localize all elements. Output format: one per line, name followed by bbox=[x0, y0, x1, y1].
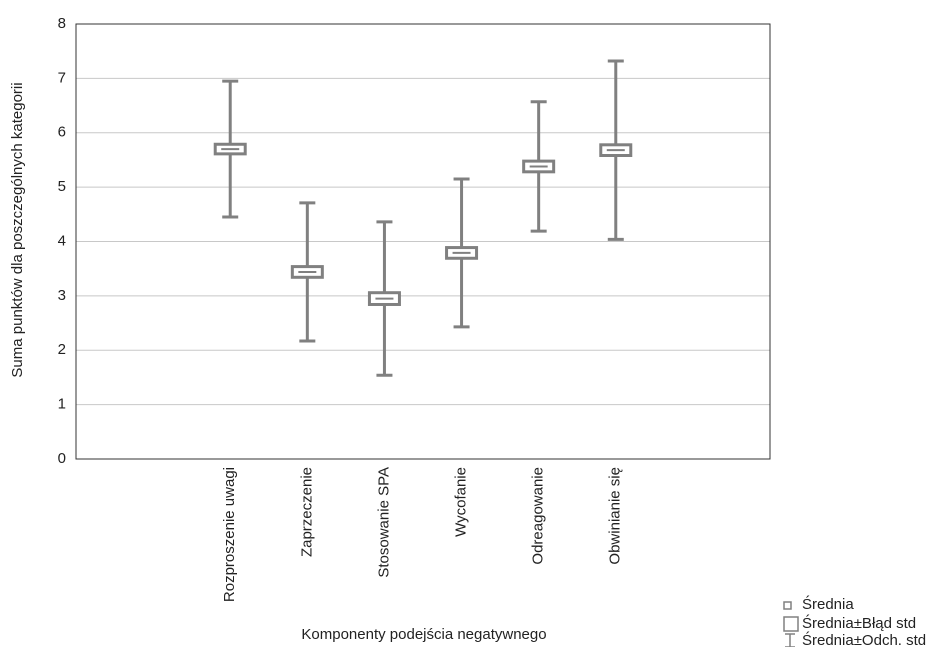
legend-label: Średnia bbox=[802, 595, 854, 613]
y-tick-label: 7 bbox=[58, 69, 66, 86]
y-axis-label: Suma punktów dla poszczególnych kategori… bbox=[9, 82, 26, 377]
legend-symbol bbox=[783, 601, 792, 610]
y-tick-label: 8 bbox=[58, 15, 66, 32]
x-tick-label: Stosowanie SPA bbox=[375, 467, 392, 578]
plot-frame bbox=[75, 23, 771, 460]
x-tick-label: Odreagowanie bbox=[530, 467, 547, 565]
y-tick-label: 1 bbox=[58, 396, 66, 413]
y-tick-label: 6 bbox=[58, 124, 66, 141]
legend-label: Średnia±Odch. std bbox=[802, 631, 926, 647]
legend-symbol bbox=[783, 616, 799, 632]
y-tick-label: 3 bbox=[58, 287, 66, 304]
legend-label: Średnia±Błąd std bbox=[802, 614, 916, 632]
y-tick-label: 4 bbox=[58, 232, 66, 249]
x-axis-label: Komponenty podejścia negatywnego bbox=[301, 626, 546, 643]
x-tick-label: Obwinianie się bbox=[607, 467, 624, 565]
y-tick-label: 5 bbox=[58, 178, 66, 195]
y-tick-label: 2 bbox=[58, 341, 66, 358]
y-tick-label: 0 bbox=[58, 450, 66, 467]
x-tick-label: Zaprzeczenie bbox=[298, 467, 315, 557]
x-tick-label: Rozproszenie uwagi bbox=[221, 467, 238, 602]
x-tick-label: Wycofanie bbox=[453, 467, 470, 537]
